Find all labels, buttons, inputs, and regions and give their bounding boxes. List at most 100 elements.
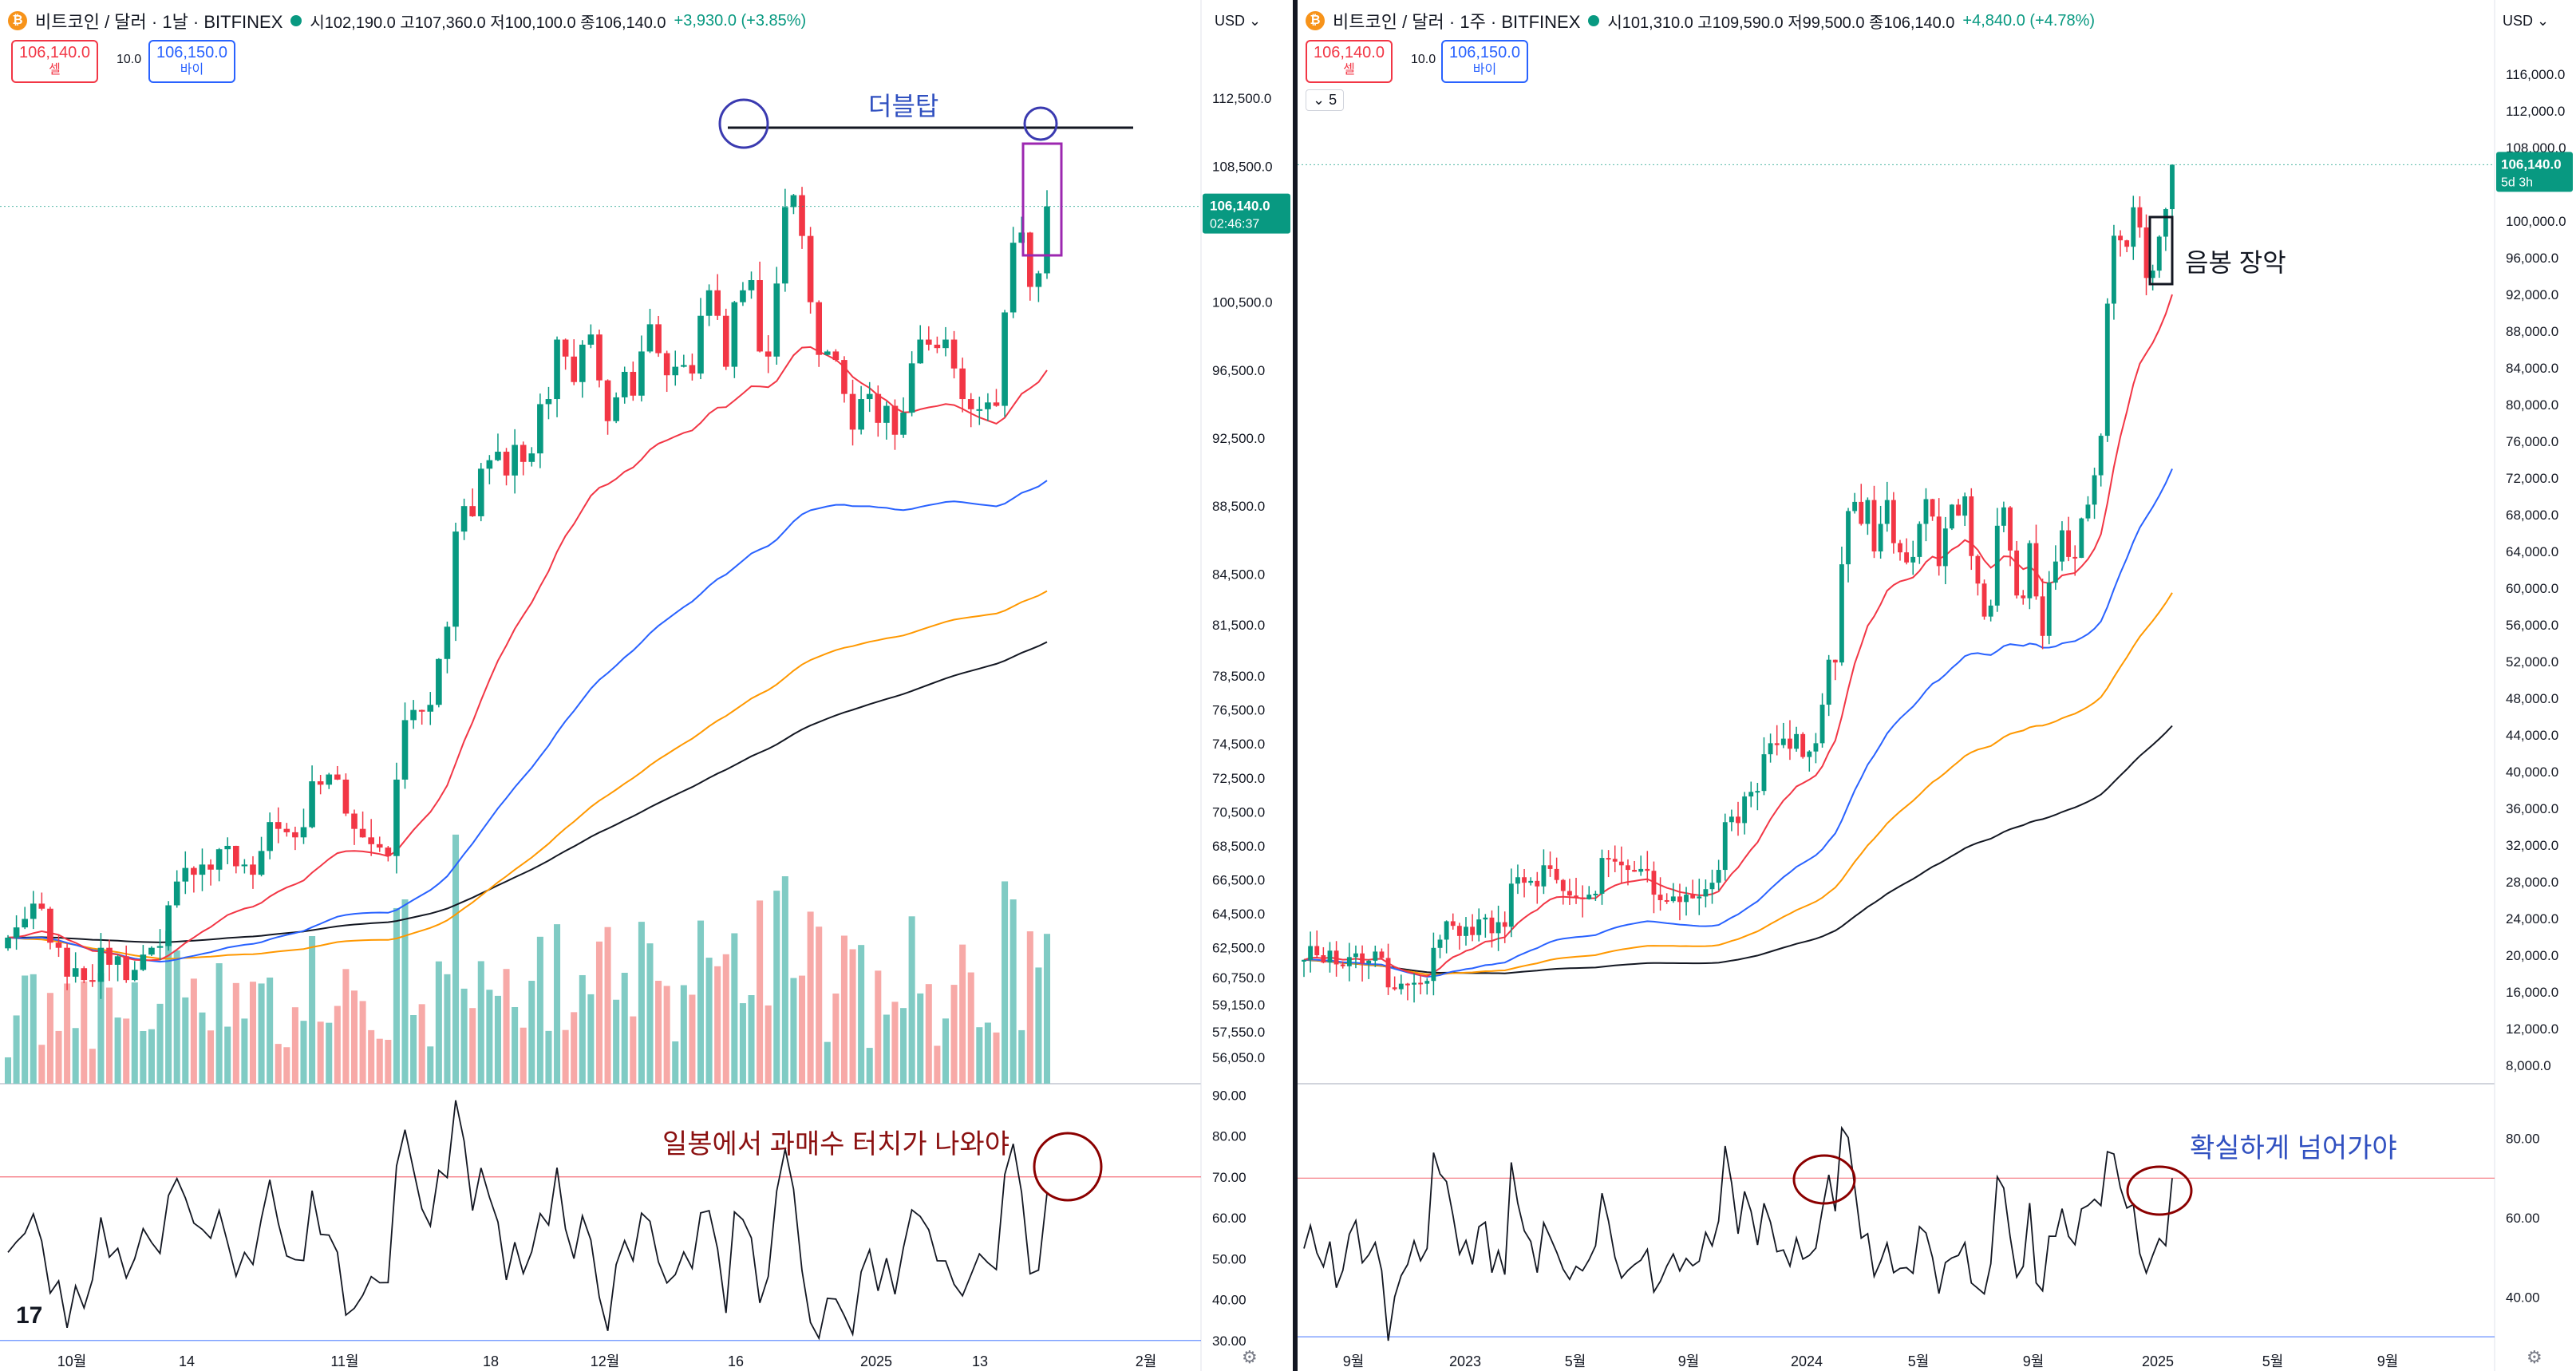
daily-volume-bar-107 — [908, 916, 915, 1084]
daily-volume-bar-5 — [46, 993, 53, 1084]
weekly-x-tick-4: 2024 — [1791, 1353, 1823, 1369]
weekly-rsi-tick-2: 40.00 — [2506, 1290, 2540, 1305]
daily-rsi-tick-6: 30.00 — [1212, 1333, 1247, 1349]
daily-candle-63 — [537, 404, 543, 454]
daily-volume-bar-91 — [773, 891, 780, 1084]
daily-candle-54 — [460, 506, 468, 532]
weekly-candle-115 — [2046, 583, 2052, 636]
weekly-candle-31 — [1502, 922, 1507, 927]
weekly-candle-62 — [1703, 889, 1709, 897]
weekly-candle-52 — [1638, 868, 1644, 872]
daily-volume-bar-71 — [604, 927, 611, 1084]
market-open-icon — [1588, 15, 1600, 26]
weekly-candle-83 — [1839, 564, 1844, 663]
daily-candle-92 — [782, 207, 788, 284]
daily-x-tick-2: 11월 — [330, 1353, 358, 1369]
daily-rsi-tick-5: 40.00 — [1212, 1293, 1247, 1308]
daily-sell-button[interactable]: 106,140.0 셀 — [11, 40, 98, 83]
weekly-candle-120 — [2079, 518, 2084, 559]
daily-x-tick-3: 18 — [483, 1353, 499, 1369]
daily-volume-bar-62 — [528, 981, 535, 1084]
weekly-candle-110 — [2014, 550, 2020, 596]
weekly-candle-48 — [1612, 859, 1618, 862]
daily-buy-button[interactable]: 106,150.0 바이 — [148, 40, 235, 83]
settings-gear-icon[interactable]: ⚙ — [1242, 1347, 1258, 1367]
daily-symbol-title[interactable]: 비트코인 / 달러 · 1날 · BITFINEX — [35, 12, 283, 32]
daily-candle-114 — [967, 399, 974, 409]
weekly-symbol-title[interactable]: 비트코인 / 달러 · 1주 · BITFINEX — [1333, 12, 1581, 32]
weekly-chart-canvas[interactable]: 116,000.0 112,000.0 108,000.0 100,000.0 96,0… — [1298, 0, 2576, 1371]
daily-volume-bar-76 — [646, 943, 654, 1084]
weekly-y-tick-15: 52,000.0 — [2506, 654, 2558, 670]
settings-gear-icon[interactable]: ⚙ — [2527, 1347, 2542, 1367]
daily-candle-120 — [1018, 232, 1025, 243]
weekly-candle-56 — [1664, 900, 1669, 902]
weekly-candle-112 — [2027, 543, 2033, 599]
weekly-chart-panel[interactable]: 116,000.0 112,000.0 108,000.0 100,000.0 96,0… — [1298, 0, 2576, 1371]
weekly-y-tick-21: 28,000.0 — [2506, 875, 2558, 890]
weekly-sell-button[interactable]: 106,140.0 셀 — [1306, 40, 1393, 83]
daily-volume-bar-83 — [705, 958, 713, 1084]
daily-rsi-tick-2: 70.00 — [1212, 1170, 1247, 1185]
daily-volume-bar-40 — [342, 969, 350, 1084]
daily-sell-price: 106,140.0 — [19, 44, 90, 61]
weekly-candle-53 — [1645, 868, 1650, 871]
weekly-candle-9 — [1360, 953, 1365, 964]
daily-candle-97 — [824, 351, 831, 355]
weekly-candle-70 — [1755, 791, 1760, 793]
weekly-rsi-tick-0: 80.00 — [2506, 1132, 2540, 1147]
daily-volume-bar-47 — [401, 899, 409, 1084]
weekly-candle-132 — [2156, 236, 2162, 271]
daily-volume-bar-50 — [427, 1046, 434, 1084]
daily-candle-53 — [452, 531, 459, 627]
weekly-symbol-header: ₿ 비트코인 / 달러 · 1주 · BITFINEX 시101,310.0 고… — [1306, 8, 2095, 34]
weekly-candle-79 — [1813, 743, 1819, 752]
indicator-collapse-button[interactable]: ⌄ 5 — [1306, 89, 1345, 111]
daily-chart-canvas[interactable]: 112,500.0 108,500.0 100,500.0 96,500.0 92,50… — [0, 0, 1293, 1371]
daily-chart-panel[interactable]: 112,500.0 108,500.0 100,500.0 96,500.0 92,50… — [0, 0, 1293, 1371]
weekly-candle-60 — [1690, 895, 1696, 899]
weekly-x-tick-0: 9월 — [1343, 1353, 1365, 1369]
daily-volume-bar-80 — [680, 985, 687, 1084]
weekly-last-price-label: 106,140.0 — [2501, 156, 2562, 172]
daily-candle-110 — [934, 344, 941, 349]
recent-candles-box — [1021, 142, 1063, 257]
panel-divider[interactable] — [1293, 0, 1298, 1371]
daily-volume-bar-106 — [900, 1008, 907, 1084]
weekly-currency-select[interactable]: USD ⌄ — [2495, 10, 2557, 33]
tradingview-logo-icon[interactable]: 17 — [16, 1302, 43, 1329]
daily-candle-71 — [604, 380, 611, 421]
daily-volume-bar-45 — [385, 1040, 392, 1084]
daily-candle-102 — [866, 393, 873, 400]
weekly-y-tick-16: 48,000.0 — [2506, 691, 2558, 706]
weekly-y-tick-19: 36,000.0 — [2506, 801, 2558, 816]
weekly-x-tick-1: 2023 — [1449, 1353, 1481, 1369]
daily-volume-bar-65 — [554, 924, 561, 1084]
daily-x-tick-0: 10월 — [57, 1353, 87, 1369]
chevron-down-icon: ⌄ — [1249, 13, 1262, 29]
daily-volume-bar-11 — [97, 973, 105, 1084]
daily-candle-91 — [773, 283, 780, 357]
daily-volume-bar-59 — [503, 969, 510, 1084]
daily-candle-36 — [309, 781, 315, 828]
daily-candle-48 — [410, 709, 417, 721]
daily-x-tick-4: 12월 — [591, 1353, 620, 1369]
weekly-y-tick-11: 68,000.0 — [2506, 508, 2558, 523]
daily-volume-bar-122 — [1035, 967, 1042, 1084]
daily-candle-4 — [38, 903, 45, 909]
weekly-candle-26 — [1470, 927, 1476, 935]
daily-candle-96 — [816, 302, 823, 355]
chevron-down-icon: ⌄ — [2537, 13, 2550, 29]
daily-candle-55 — [469, 506, 476, 516]
daily-candle-25 — [215, 849, 223, 870]
daily-candle-21 — [182, 867, 189, 882]
weekly-buy-button[interactable]: 106,150.0 바이 — [1441, 40, 1528, 83]
daily-candle-33 — [283, 828, 290, 832]
daily-candle-9 — [81, 968, 88, 981]
daily-candle-61 — [520, 444, 527, 462]
weekly-candle-106 — [1988, 605, 1993, 617]
daily-candle-52 — [444, 626, 451, 659]
daily-volume-bar-23 — [199, 1012, 206, 1084]
weekly-y-tick-24: 16,000.0 — [2506, 985, 2558, 1000]
daily-currency-select[interactable]: USD ⌄ — [1207, 10, 1269, 33]
